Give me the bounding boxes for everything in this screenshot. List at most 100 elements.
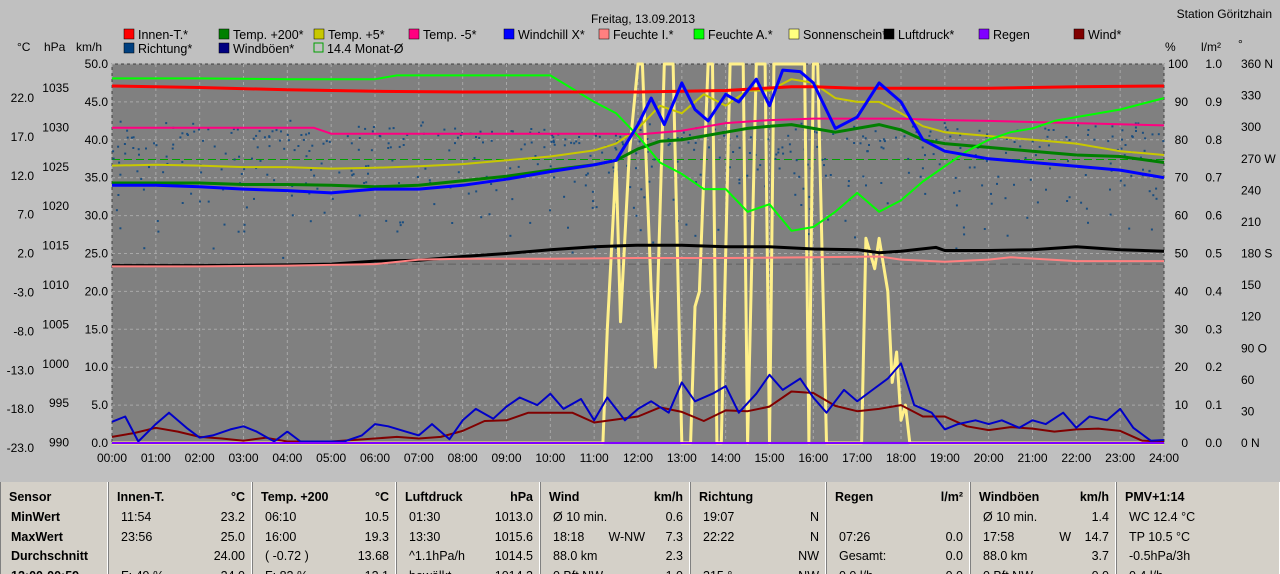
direction-point xyxy=(1066,200,1069,202)
table-row: ^1.1hPa/h 1014.5 xyxy=(405,549,533,567)
direction-point xyxy=(534,155,537,157)
direction-point xyxy=(181,202,184,204)
direction-point xyxy=(728,166,731,169)
x-tick-label: 00:00 xyxy=(97,451,127,465)
temp-tick-label: 12.0 xyxy=(11,169,35,183)
table-row: 24.00 xyxy=(117,549,245,567)
direction-point xyxy=(290,194,293,197)
direction-point xyxy=(148,166,150,169)
direction-point xyxy=(955,247,958,250)
direction-point xyxy=(550,140,553,143)
direction-point xyxy=(958,190,961,193)
x-tick-label: 18:00 xyxy=(886,451,916,465)
direction-point xyxy=(1131,135,1134,138)
direction-point xyxy=(165,155,168,158)
table-row: 12:00-00:59 xyxy=(9,569,101,574)
percent-tick-label: 30 xyxy=(1175,322,1189,336)
direction-point xyxy=(1134,126,1137,129)
direction-point xyxy=(473,157,476,159)
chart-svg: Freitag, 13.09.2013 Station Göritzhain Inn… xyxy=(7,7,1277,465)
table-row: bewölkt 1014.2 xyxy=(405,569,533,574)
direction-point xyxy=(862,175,865,178)
direction-point xyxy=(367,164,370,167)
panel-header: Innen-T. °C xyxy=(117,490,245,504)
direction-point xyxy=(795,159,798,162)
direction-point xyxy=(328,140,331,143)
direction-point xyxy=(1121,138,1123,141)
direction-point xyxy=(529,221,532,224)
direction-point xyxy=(1047,129,1050,131)
direction-point xyxy=(879,139,882,142)
cell-label: bewölkt xyxy=(409,569,451,574)
direction-point xyxy=(402,138,405,140)
direction-point xyxy=(924,154,926,157)
direction-point xyxy=(437,134,440,137)
direction-point xyxy=(553,176,555,179)
direction-tick-label: 300 xyxy=(1241,120,1261,134)
direction-point xyxy=(478,136,481,139)
direction-point xyxy=(824,158,827,161)
direction-point xyxy=(1093,138,1096,141)
direction-point xyxy=(592,200,594,203)
direction-point xyxy=(123,143,126,145)
direction-point xyxy=(371,130,374,133)
direction-point xyxy=(954,176,957,179)
direction-point xyxy=(1107,140,1110,143)
direction-tick-label: 240 xyxy=(1241,183,1261,197)
direction-point xyxy=(1111,135,1114,138)
direction-point xyxy=(115,209,118,212)
direction-point xyxy=(880,146,883,149)
direction-point xyxy=(271,130,274,133)
legend-label: Wind* xyxy=(1088,28,1121,42)
direction-point xyxy=(358,137,361,139)
panel-header: Wind km/h xyxy=(549,490,683,504)
direction-point xyxy=(807,233,810,236)
direction-point xyxy=(986,133,988,136)
temp-tick-label: 22.0 xyxy=(11,91,35,105)
direction-point xyxy=(973,166,976,169)
table-row: 88.0 km 2.3 xyxy=(549,549,683,567)
direction-point xyxy=(126,129,129,132)
direction-point xyxy=(313,174,316,177)
pressure-tick-label: 1015 xyxy=(42,239,69,253)
direction-point xyxy=(911,125,914,128)
direction-point xyxy=(668,142,671,145)
direction-tick-label: 180 S xyxy=(1241,247,1272,261)
temp-tick-label: -3.0 xyxy=(13,286,34,300)
direction-point xyxy=(903,135,906,138)
direction-point xyxy=(256,146,259,149)
cell-label: 22:22 xyxy=(703,529,735,544)
table-row: 06:10 10.5 xyxy=(261,510,389,528)
cell-value: 10.5 xyxy=(364,510,389,524)
x-tick-label: 22:00 xyxy=(1061,451,1091,465)
direction-point xyxy=(928,134,931,137)
direction-point xyxy=(616,140,619,143)
cell-label: 13:30 xyxy=(409,529,441,544)
wind-tick-label: 35.0 xyxy=(85,171,109,185)
direction-point xyxy=(282,256,285,259)
direction-point xyxy=(723,134,726,137)
table-row: 23:56 25.0 xyxy=(117,530,245,548)
direction-point xyxy=(132,147,135,149)
panel-unit: °C xyxy=(374,490,389,504)
direction-point xyxy=(578,142,581,145)
direction-point xyxy=(391,159,394,162)
cell-value: 1014.5 xyxy=(494,549,533,563)
table-row: 0.4 l/h xyxy=(1125,569,1273,574)
direction-point xyxy=(929,130,932,133)
table-panel: Windböen km/h Ø 10 min. 1.4 17:58 W 14.7 88.0 k… xyxy=(970,482,1116,574)
table-panel: Innen-T. °C 11:54 23.2 23:56 25.0 24.00 F: 49 %… xyxy=(108,482,252,574)
direction-point xyxy=(883,140,886,143)
direction-point xyxy=(387,147,390,149)
direction-point xyxy=(924,192,927,195)
direction-point xyxy=(232,128,235,131)
direction-point xyxy=(853,142,856,144)
direction-point xyxy=(392,127,395,130)
direction-point xyxy=(1109,213,1112,216)
table-panel: Luftdruck hPa 01:30 1013.0 13:30 1015.6 ^1.1hP… xyxy=(396,482,540,574)
panel-header: Regen l/m² xyxy=(835,490,963,504)
direction-point xyxy=(676,137,679,140)
rain-tick-label: 1.0 xyxy=(1205,57,1222,71)
x-tick-label: 07:00 xyxy=(404,451,434,465)
direction-point xyxy=(646,138,649,141)
